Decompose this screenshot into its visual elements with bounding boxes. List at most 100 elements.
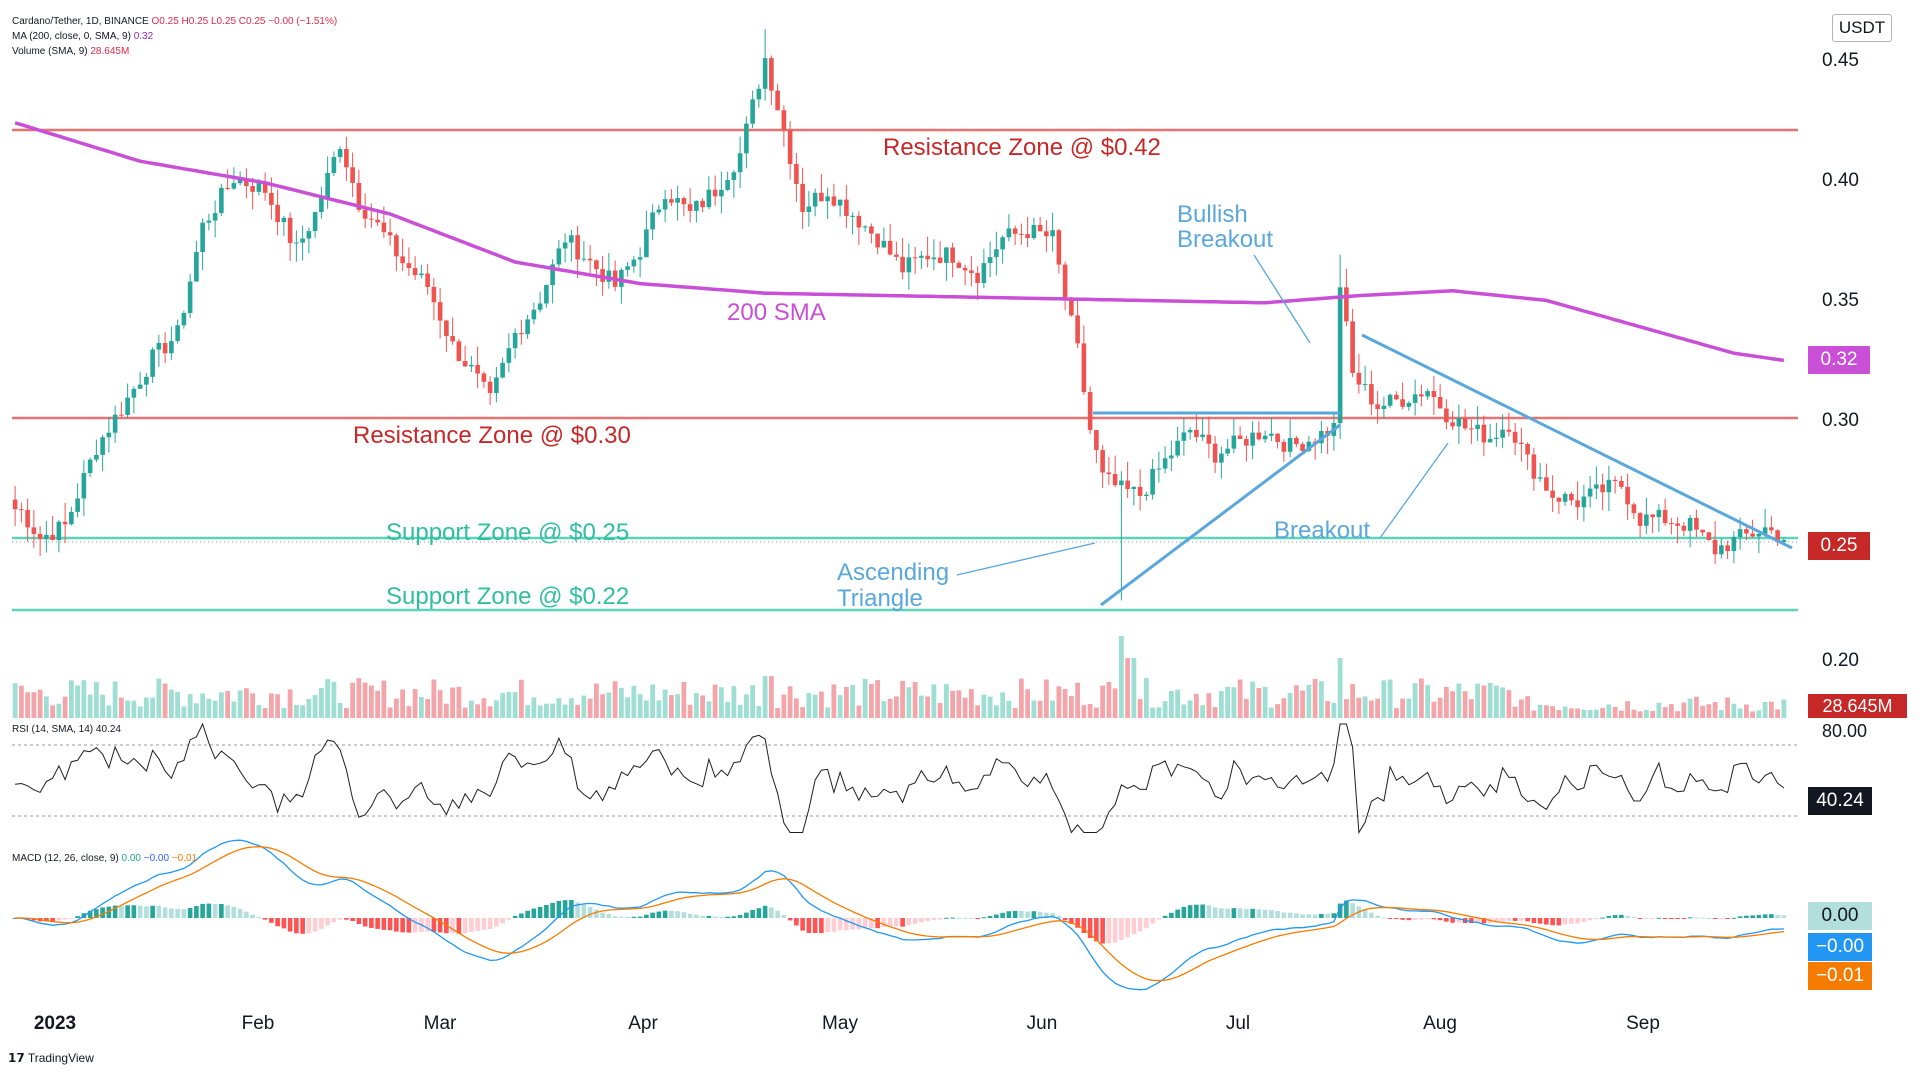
candle-body: [1625, 486, 1630, 505]
volume-bar: [1650, 710, 1656, 718]
macd-hist-bar: [1694, 917, 1699, 919]
volume-bar: [1681, 702, 1687, 718]
volume-bar: [1300, 690, 1306, 718]
macd-hist-bar: [469, 918, 474, 933]
volume-bar: [1012, 707, 1018, 718]
volume-bar: [1312, 678, 1318, 718]
candle-body: [412, 268, 418, 276]
macd-hist-bar: [600, 912, 605, 918]
macd-hist-bar: [969, 917, 974, 919]
volume-bar: [606, 692, 612, 718]
candle-body: [1169, 455, 1174, 459]
volume-bar: [618, 687, 624, 718]
candle-body: [1144, 494, 1149, 496]
volume-bar: [156, 678, 162, 718]
breakout-arrow: [1379, 442, 1449, 539]
candle-body: [1106, 472, 1112, 475]
ma-price-tag: 0.32: [1808, 346, 1870, 374]
macd-hist-bar: [894, 918, 899, 927]
candle-body: [1531, 454, 1537, 479]
macd-hist-bar: [137, 905, 143, 918]
macd-hist-bar: [1519, 918, 1524, 921]
volume-bar: [737, 704, 743, 718]
candle-body: [594, 260, 599, 270]
macd-legend-label: MACD (12, 26, close, 9): [12, 853, 119, 864]
volume-bar: [412, 689, 418, 718]
triangle-rising-line: [1100, 423, 1341, 607]
volume-bar: [1475, 683, 1481, 718]
macd-signal-tag: −0.01: [1808, 962, 1872, 990]
macd-hist-bar: [912, 918, 918, 924]
macd-hist-bar: [625, 916, 630, 918]
macd-hist-bar: [1444, 918, 1449, 922]
candle-body: [694, 200, 699, 211]
candle-body: [1487, 439, 1493, 443]
macd-hist-bar: [1281, 912, 1287, 918]
macd-hist-bar: [1637, 918, 1643, 919]
candle-body: [887, 240, 893, 255]
volume-bar: [325, 679, 331, 718]
macd-hist-bar: [1562, 918, 1568, 925]
volume-bar: [206, 698, 212, 718]
candle-body: [1075, 315, 1080, 344]
volume-bar: [456, 686, 462, 718]
volume-bar: [75, 685, 81, 718]
x-tick-label: Jun: [1027, 1013, 1058, 1034]
macd-hist-bar: [406, 918, 412, 933]
resistance-label-030: Resistance Zone @ $0.30: [353, 422, 631, 449]
candle-body: [606, 270, 612, 282]
volume-bar: [868, 684, 874, 718]
macd-hist-bar: [1394, 918, 1399, 919]
candle-body: [325, 173, 330, 198]
candle-body: [1412, 394, 1418, 403]
candle-body: [1162, 458, 1168, 469]
macd-hist-bar: [1575, 918, 1580, 924]
macd-hist-bar: [775, 910, 780, 918]
candle-body: [700, 200, 705, 208]
volume-bar: [437, 690, 443, 718]
candle-body: [1475, 424, 1480, 429]
volume-bar: [1068, 696, 1074, 718]
candle-body: [1131, 486, 1137, 490]
volume-bar: [837, 695, 843, 718]
macd-hist-bar: [1162, 915, 1168, 918]
brand-label: TradingView: [27, 1051, 94, 1065]
volume-bar: [381, 680, 387, 718]
volume-bar: [1256, 688, 1262, 718]
macd-hist-bar: [1531, 918, 1537, 924]
volume-bar: [100, 694, 106, 718]
macd-hist-bar: [581, 904, 587, 918]
candle-body: [794, 163, 799, 184]
macd-hist-bar: [462, 918, 468, 934]
volume-bar: [1150, 707, 1156, 718]
candle-body: [969, 270, 974, 273]
macd-hist-bar: [1569, 918, 1574, 924]
volume-bar: [1781, 699, 1787, 718]
candle-body: [1450, 422, 1455, 427]
candle-body: [1731, 536, 1737, 552]
candle-body: [906, 257, 912, 273]
macd-hist-bar: [1344, 900, 1349, 918]
macd-hist-bar: [400, 918, 405, 933]
volume-bar: [943, 684, 949, 718]
macd-hist-bar: [1406, 918, 1412, 921]
candle-body: [1712, 540, 1718, 555]
macd-hist-bar: [1600, 917, 1605, 919]
volume-bar: [300, 705, 306, 718]
volume-bar: [643, 700, 649, 718]
currency-button[interactable]: USDT: [1832, 14, 1892, 42]
candle-body: [519, 332, 524, 335]
macd-hist-bar: [1094, 918, 1099, 942]
volume-bar: [1593, 709, 1599, 718]
volume-bar: [1662, 707, 1668, 718]
volume-bar: [1200, 705, 1206, 718]
candle-body: [475, 364, 480, 374]
volume-bar: [312, 695, 318, 718]
candle-body: [112, 414, 118, 433]
volume-bar: [468, 700, 474, 718]
candle-body: [656, 209, 662, 213]
volume-bar: [918, 695, 924, 718]
candle-body: [537, 303, 543, 310]
candle-body: [125, 397, 130, 415]
